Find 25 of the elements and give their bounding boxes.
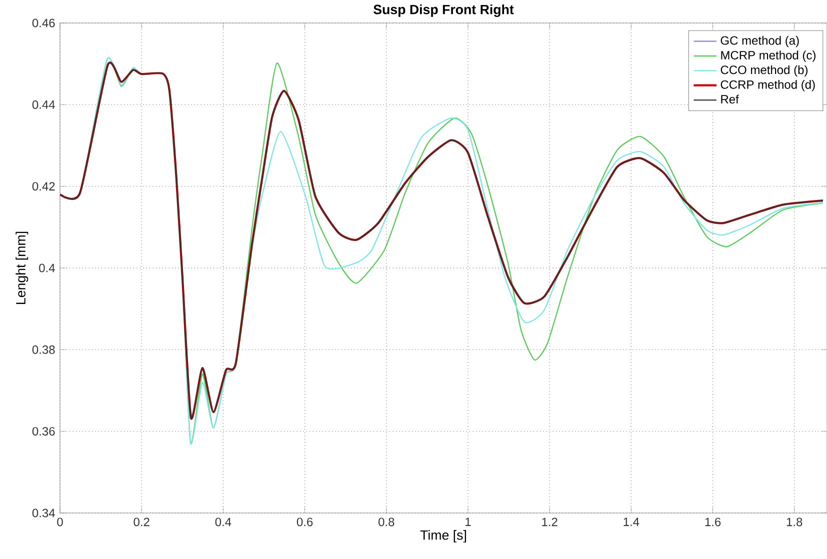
x-tick-label: 0.6 (296, 518, 313, 526)
legend-label: MCRP method (c) (721, 50, 816, 62)
legend-label: CCO method (b) (720, 65, 808, 77)
x-tick-label: 1.6 (705, 518, 721, 526)
legend-label: CCRP method (d) (720, 80, 815, 92)
x-tick-label: 0.4 (215, 518, 232, 526)
y-tick-label: 0.42 (32, 182, 55, 191)
x-tick-label: 1.2 (542, 518, 558, 526)
y-tick-label: 0.4 (39, 264, 55, 272)
y-tick-label: 0.46 (32, 18, 55, 28)
y-tick-label: 0.34 (32, 508, 55, 518)
x-tick-label: 1.4 (624, 518, 640, 526)
x-tick-label: 1.8 (786, 518, 802, 526)
chart-title: Susp Disp Front Right (374, 4, 514, 17)
x-tick-label: 0 (57, 518, 63, 526)
x-tick-label: 0.2 (134, 518, 150, 526)
y-tick-label: 0.36 (32, 427, 55, 436)
y-tick-label: 0.38 (32, 345, 55, 354)
legend-label: GC method (a) (720, 36, 799, 48)
legend-label: Ref (721, 94, 739, 104)
y-axis-title: Lenght [mm] (16, 232, 28, 304)
x-axis-title: Time [s] (420, 530, 466, 542)
x-tick-label: 1 (466, 518, 471, 526)
y-tick-label: 0.44 (32, 100, 55, 109)
x-tick-label: 0.8 (378, 518, 394, 526)
